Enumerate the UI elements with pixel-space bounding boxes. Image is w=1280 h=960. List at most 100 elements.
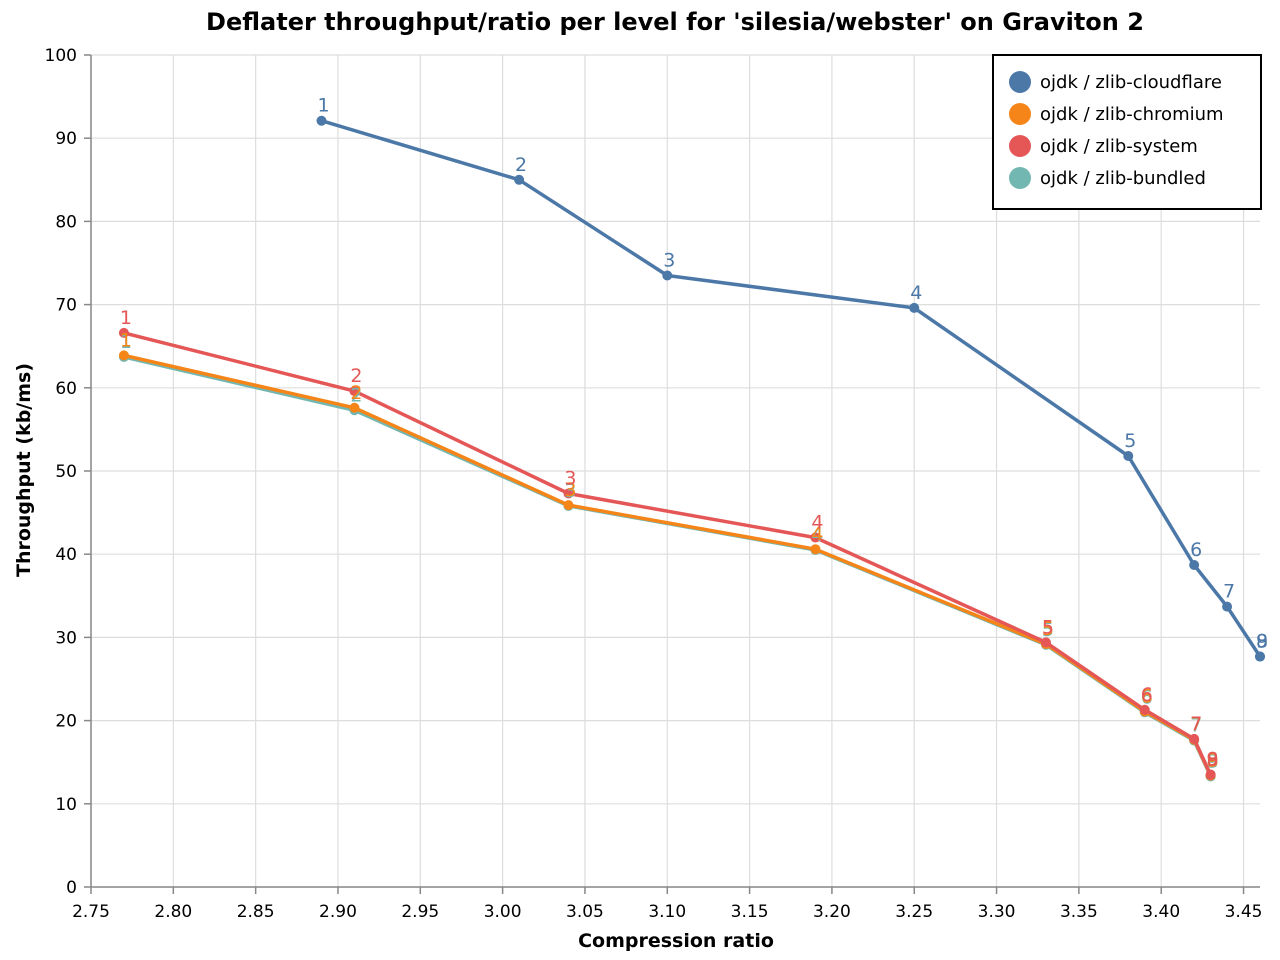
point-label: 3 xyxy=(564,480,576,502)
data-point xyxy=(563,500,574,511)
point-label: 2 xyxy=(515,154,527,176)
x-tick-label: 2.80 xyxy=(154,902,192,922)
point-label: 1 xyxy=(317,95,329,117)
y-tick-label: 90 xyxy=(55,129,77,149)
data-point xyxy=(1139,704,1150,715)
x-tick-label: 2.95 xyxy=(401,902,439,922)
point-label: 1 xyxy=(120,307,132,329)
y-tick-label: 70 xyxy=(55,296,77,316)
legend-swatch xyxy=(1009,135,1031,157)
data-point xyxy=(662,270,673,281)
point-label: 3 xyxy=(564,467,576,489)
x-tick-label: 3.40 xyxy=(1142,902,1180,922)
legend: ojdk / zlib-cloudflare ojdk / zlib-chromi… xyxy=(992,54,1262,210)
point-label: 4 xyxy=(811,512,823,534)
x-tick-label: 3.30 xyxy=(978,902,1016,922)
point-label: 5 xyxy=(1042,619,1054,641)
data-point xyxy=(349,402,360,413)
point-label: 2 xyxy=(350,382,362,404)
series-line-2 xyxy=(123,331,1213,776)
x-tick-label: 2.85 xyxy=(237,902,275,922)
y-tick-label: 100 xyxy=(45,46,77,66)
x-tick-label: 3.10 xyxy=(648,902,686,922)
point-label: 8 xyxy=(1207,750,1219,772)
x-axis-title: Compression ratio xyxy=(578,930,774,952)
legend-label: ojdk / zlib-chromium xyxy=(1040,104,1224,125)
point-label: 5 xyxy=(1042,618,1054,640)
data-point xyxy=(1123,451,1134,462)
point-label: 5 xyxy=(1124,430,1136,452)
point-label: 1 xyxy=(120,331,132,353)
point-label: 4 xyxy=(910,282,922,304)
data-point xyxy=(810,532,821,543)
point-label: 3 xyxy=(564,479,576,501)
y-tick-label: 80 xyxy=(55,212,77,232)
y-tick-label: 40 xyxy=(55,545,77,565)
data-point xyxy=(1189,733,1200,744)
x-tick-label: 2.90 xyxy=(319,902,357,922)
y-tick-label: 60 xyxy=(55,379,77,399)
point-label: 7 xyxy=(1223,581,1235,603)
chart-title: Deflater throughput/ratio per level for … xyxy=(206,8,1144,36)
point-label: 6 xyxy=(1141,686,1153,708)
x-tick-label: 3.05 xyxy=(566,902,604,922)
legend-swatch xyxy=(1009,167,1031,189)
x-tick-label: 3.00 xyxy=(484,902,522,922)
data-point xyxy=(514,174,525,185)
y-tick-label: 20 xyxy=(55,712,77,732)
legend-label: ojdk / zlib-system xyxy=(1040,136,1198,157)
point-label: 9 xyxy=(1207,750,1219,772)
x-tick-label: 3.20 xyxy=(813,902,851,922)
point-label: 6 xyxy=(1190,539,1202,561)
data-point xyxy=(1189,560,1200,571)
data-point xyxy=(118,327,129,338)
point-label: 9 xyxy=(1256,631,1268,653)
x-tick-label: 3.35 xyxy=(1060,902,1098,922)
point-label: 5 xyxy=(1042,616,1054,638)
data-point xyxy=(810,544,821,555)
x-tick-label: 2.75 xyxy=(72,902,110,922)
data-point xyxy=(1222,601,1233,612)
point-label: 1 xyxy=(120,329,132,351)
point-label: 8 xyxy=(1256,631,1268,653)
series-line-0 xyxy=(320,119,1262,658)
data-point xyxy=(909,302,920,313)
point-label: 9 xyxy=(1207,750,1219,772)
y-tick-label: 50 xyxy=(55,462,77,482)
point-label: 4 xyxy=(811,523,823,545)
data-point xyxy=(1040,637,1051,648)
y-tick-label: 10 xyxy=(55,795,77,815)
point-label: 4 xyxy=(811,524,823,546)
y-axis-title: Throughput (kb/ms) xyxy=(13,363,35,577)
point-label: 7 xyxy=(1190,715,1202,737)
point-label: 7 xyxy=(1190,713,1202,735)
y-tick-label: 30 xyxy=(55,628,77,648)
data-point xyxy=(349,386,360,397)
point-label: 6 xyxy=(1141,685,1153,707)
legend-swatch xyxy=(1009,103,1031,125)
point-label: 9 xyxy=(1207,749,1219,771)
data-point xyxy=(118,350,129,361)
point-label: 2 xyxy=(350,384,362,406)
legend-label: ojdk / zlib-cloudflare xyxy=(1040,72,1222,93)
y-tick-label: 0 xyxy=(66,878,77,898)
series-layer xyxy=(118,115,1265,782)
legend-box xyxy=(992,54,1262,210)
point-label: 3 xyxy=(663,249,675,271)
x-tick-label: 3.25 xyxy=(895,902,933,922)
point-label: 8 xyxy=(1207,750,1219,772)
legend-swatch xyxy=(1009,71,1031,93)
x-tick-label: 3.45 xyxy=(1225,902,1263,922)
point-label: 7 xyxy=(1190,714,1202,736)
data-point xyxy=(1255,651,1265,662)
data-point xyxy=(1205,769,1216,780)
data-point xyxy=(316,115,327,126)
point-label: 8 xyxy=(1207,749,1219,771)
axes: 2.75 2.80 2.85 2.90 2.95 3.00 3.05 3.10 3.15 3.20… xyxy=(45,46,1263,922)
point-label: 2 xyxy=(350,365,362,387)
data-point xyxy=(563,488,574,499)
x-tick-label: 3.15 xyxy=(731,902,769,922)
legend-label: ojdk / zlib-bundled xyxy=(1040,168,1206,189)
